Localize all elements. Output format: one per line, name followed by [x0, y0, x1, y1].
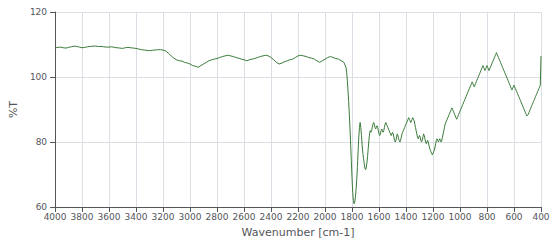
svg-text:120: 120	[30, 7, 47, 17]
svg-text:1400: 1400	[395, 212, 418, 222]
svg-text:3000: 3000	[179, 212, 202, 222]
svg-text:800: 800	[478, 212, 495, 222]
svg-text:%T: %T	[7, 101, 20, 118]
svg-text:2000: 2000	[314, 212, 337, 222]
svg-text:3800: 3800	[71, 212, 94, 222]
svg-text:2800: 2800	[206, 212, 229, 222]
svg-text:1000: 1000	[449, 212, 472, 222]
svg-text:Wavenumber [cm-1]: Wavenumber [cm-1]	[242, 226, 355, 239]
svg-text:1200: 1200	[422, 212, 445, 222]
svg-text:3600: 3600	[98, 212, 121, 222]
svg-text:100: 100	[30, 72, 47, 82]
svg-text:4000: 4000	[44, 212, 67, 222]
svg-text:1600: 1600	[368, 212, 391, 222]
svg-text:2600: 2600	[233, 212, 256, 222]
svg-text:80: 80	[36, 137, 48, 147]
svg-text:1800: 1800	[341, 212, 364, 222]
svg-text:3200: 3200	[152, 212, 175, 222]
svg-text:60: 60	[36, 202, 48, 212]
svg-text:400: 400	[532, 212, 549, 222]
svg-text:600: 600	[505, 212, 522, 222]
svg-text:2400: 2400	[260, 212, 283, 222]
svg-text:3400: 3400	[125, 212, 148, 222]
svg-text:2200: 2200	[287, 212, 310, 222]
